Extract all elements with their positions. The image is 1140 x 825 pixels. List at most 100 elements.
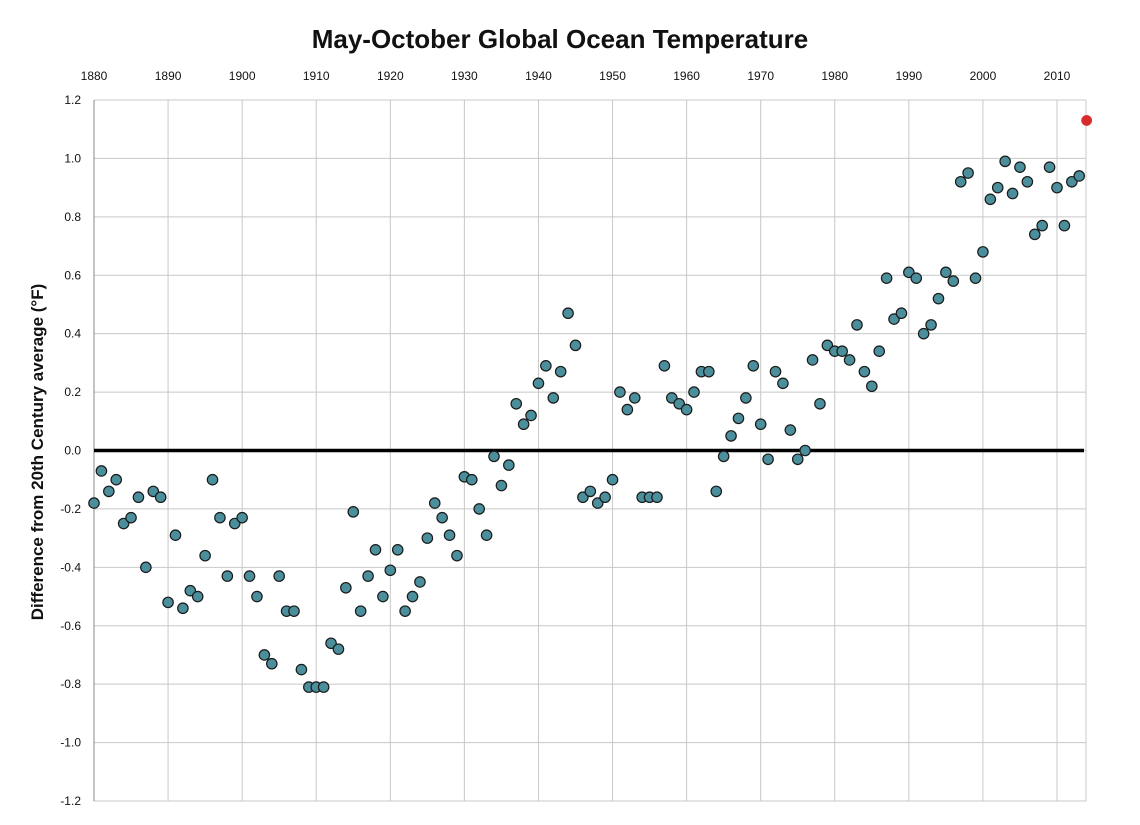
data-point <box>110 473 123 486</box>
data-point <box>658 359 671 372</box>
data-point <box>465 473 478 486</box>
data-point <box>725 430 737 442</box>
data-point <box>710 485 723 498</box>
data-point <box>732 412 745 425</box>
data-point <box>628 392 641 404</box>
data-point <box>917 327 930 340</box>
data-point <box>88 497 100 509</box>
data-point <box>599 491 611 504</box>
data-point <box>873 345 886 357</box>
data-point <box>962 167 974 179</box>
x-tick-label: 1930 <box>451 69 478 83</box>
data-point <box>569 339 582 352</box>
y-tick-label: 0.0 <box>64 444 81 458</box>
data-point <box>784 424 797 436</box>
data-point <box>1073 170 1086 182</box>
data-point <box>236 511 248 524</box>
y-tick-label: 1.0 <box>64 151 81 165</box>
y-tick-label: 1.2 <box>64 93 81 107</box>
x-tick-label: 2010 <box>1044 69 1071 83</box>
data-point <box>940 266 952 279</box>
x-tick-label: 1900 <box>229 69 256 83</box>
data-point <box>206 473 219 486</box>
data-point <box>399 605 411 617</box>
data-point <box>866 380 878 393</box>
data-point <box>947 275 960 287</box>
data-point <box>503 459 515 471</box>
data-point <box>473 503 485 515</box>
data-point <box>154 491 167 504</box>
data-point <box>717 450 730 463</box>
data-point <box>999 155 1011 168</box>
tick-labels: 1880 1890 1900 1910 1920 1930 1940 1950 1960 1970… <box>60 69 1070 808</box>
y-tick-label: 0.6 <box>64 268 81 282</box>
data-point <box>554 365 567 378</box>
data-point <box>925 319 937 331</box>
data-point <box>895 307 908 320</box>
data-point <box>347 506 360 518</box>
x-tick-label: 1910 <box>303 69 330 83</box>
data-point <box>1021 175 1034 188</box>
data-point <box>954 175 967 188</box>
data-point <box>169 529 182 542</box>
data-point <box>614 386 626 398</box>
data-point <box>525 409 537 422</box>
data-point <box>406 590 419 603</box>
data-point <box>1014 161 1026 173</box>
data-point <box>754 418 767 431</box>
data-point <box>769 365 782 378</box>
data-point <box>910 272 923 284</box>
y-tick-label: -1.2 <box>60 794 81 808</box>
y-tick-label: 0.4 <box>64 327 81 341</box>
data-point <box>177 602 189 615</box>
data-point <box>969 272 982 284</box>
data-point <box>621 403 634 416</box>
x-tick-label: 2000 <box>970 69 997 83</box>
data-point <box>843 354 856 366</box>
y-tick-label: 0.8 <box>64 210 81 224</box>
data-point <box>517 418 530 431</box>
data-point <box>540 359 552 372</box>
data-point <box>132 491 145 504</box>
data-point <box>858 365 871 378</box>
x-tick-label: 1890 <box>155 69 182 83</box>
data-point <box>1058 219 1071 232</box>
data-point <box>377 590 389 603</box>
data-point <box>651 491 663 504</box>
data-point <box>243 570 256 582</box>
data-point <box>806 354 819 366</box>
data-point <box>510 397 523 410</box>
data-point <box>791 453 804 466</box>
data-point <box>977 246 989 258</box>
data-point <box>103 485 115 498</box>
x-tick-label: 1920 <box>377 69 404 83</box>
data-point <box>221 570 234 582</box>
data-point <box>480 529 493 542</box>
data-point <box>814 397 826 410</box>
data-point <box>547 392 560 404</box>
data-point <box>273 570 285 582</box>
x-tick-label: 1990 <box>895 69 922 83</box>
data-point <box>584 485 597 498</box>
data-point <box>443 529 456 542</box>
x-tick-label: 1970 <box>747 69 774 83</box>
data-point <box>384 564 397 577</box>
x-tick-label: 1950 <box>599 69 626 83</box>
data-point <box>251 590 263 603</box>
data-point <box>747 359 760 372</box>
data-point <box>777 377 789 390</box>
x-tick-label: 1980 <box>821 69 848 83</box>
y-tick-label: -0.2 <box>60 502 81 516</box>
data-point <box>421 532 434 544</box>
data-point <box>880 272 893 284</box>
data-point <box>369 544 382 556</box>
y-tick-label: -0.6 <box>60 619 81 633</box>
data-point <box>495 479 508 492</box>
data-point <box>851 319 863 331</box>
data-point <box>354 605 367 617</box>
data-point <box>836 345 848 357</box>
data-point <box>532 377 545 390</box>
data-point <box>680 403 693 416</box>
